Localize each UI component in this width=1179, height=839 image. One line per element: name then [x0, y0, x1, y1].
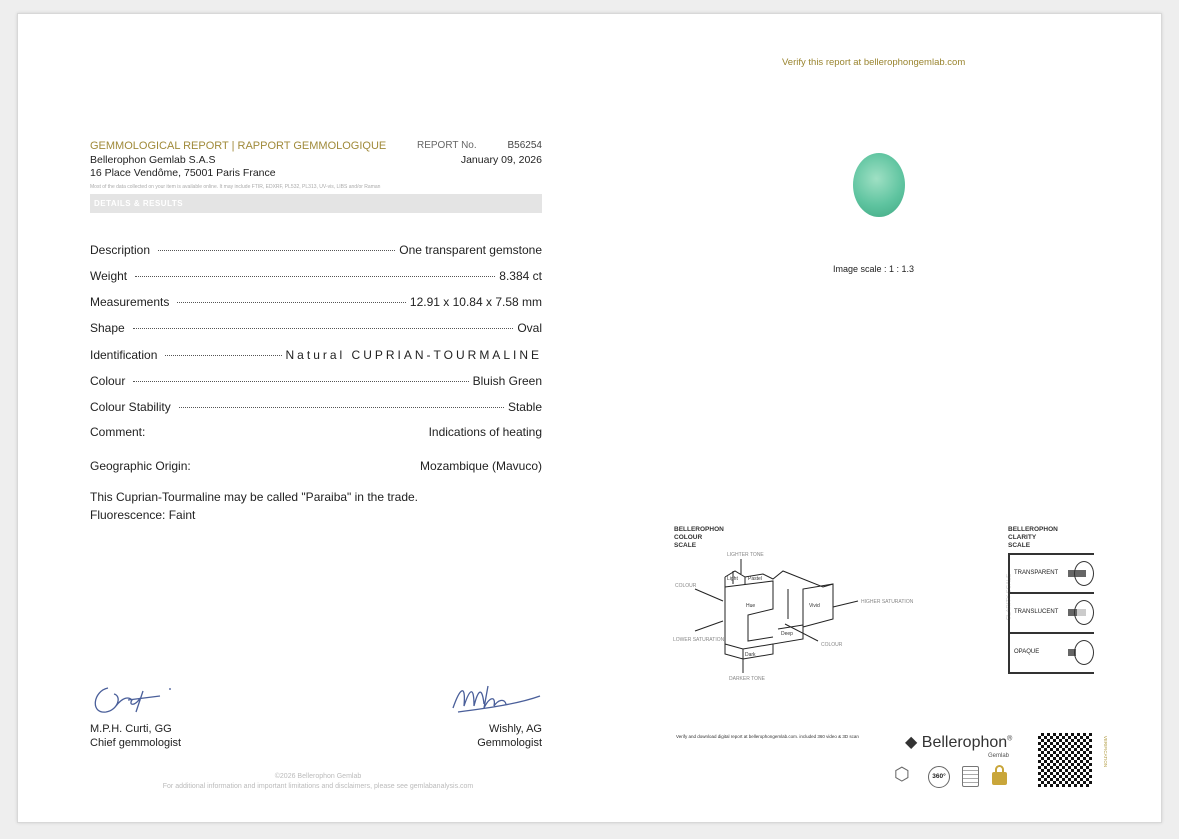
remark-trade: This Cuprian-Tourmaline may be called "P… [90, 490, 419, 504]
brand-sub: Gemlab [988, 753, 1010, 759]
detail-label: Measurements [90, 295, 170, 309]
detail-value: 12.91 x 10.84 x 7.58 mm [409, 295, 542, 309]
origin-row: Geographic Origin: Mozambique (Mavuco) [90, 459, 542, 473]
detail-label: Colour [90, 374, 126, 388]
clarity-scale-title: BELLEROPHON CLARITY SCALE [1008, 526, 1058, 549]
diamond-icon: ◆ [905, 734, 918, 751]
detail-value: Stable [507, 400, 542, 414]
label-colour: COLOUR [675, 583, 697, 589]
label-darker-tone: DARKER TONE [729, 676, 766, 682]
label-hue: Hue [746, 603, 755, 609]
leader-dots [135, 276, 496, 277]
gemstone-image [853, 153, 905, 217]
report-date: January 09, 2026 [460, 154, 542, 166]
colour-scale-title: BELLEROPHON COLOUR SCALE [674, 526, 724, 549]
detail-value: Oval [517, 321, 542, 335]
signature-curti [94, 687, 171, 713]
leader-dots [178, 407, 504, 408]
clarity-opaque: OPAQUE [1010, 634, 1094, 672]
detail-row-description: Description One transparent gemstone [90, 243, 542, 257]
certificate-icon[interactable] [962, 766, 979, 787]
verification-label: VERIFICATION [1103, 735, 1109, 768]
detail-row-identification: Identification Natural CUPRIAN-TOURMALINE [90, 348, 542, 362]
report-page: GEMMOLOGICAL REPORT | RAPPORT GEMMOLOGIQ… [17, 13, 1162, 823]
detail-label: Colour Stability [90, 400, 171, 414]
leader-dots [133, 381, 469, 382]
image-scale: Image scale : 1 : 1.3 [833, 264, 915, 274]
leader-dots [165, 355, 282, 356]
clarity-transparent: TRANSPARENT [1010, 555, 1094, 594]
label-lighter-tone: LIGHTER TONE [727, 552, 764, 558]
detail-value: 8.384 ct [499, 269, 542, 283]
signer-1-role: Chief gemmologist [90, 737, 182, 749]
remark-fluorescence: Fluorescence: Faint [90, 508, 196, 522]
signer-2-name: Wishly, AG [489, 723, 542, 735]
leader-dots [132, 328, 514, 329]
report-no: B56254 [507, 140, 542, 151]
section-bar: DETAILS & RESULTS [90, 194, 542, 213]
360-video-icon[interactable]: 360° [928, 766, 950, 788]
label-higher-saturation: HIGHER SATURATION [861, 599, 914, 605]
detail-row-measurements: Measurements 12.91 x 10.84 x 7.58 mm [90, 295, 542, 309]
detail-row-colour: Colour Bluish Green [90, 374, 542, 388]
detail-label: Identification [90, 348, 158, 362]
label-light: Light [727, 576, 738, 582]
label-dark: Dark [745, 652, 756, 658]
label-lower-saturation: LOWER SATURATION [673, 637, 725, 643]
company: Bellerophon Gemlab S.A.S [90, 154, 216, 166]
leader-dots [158, 250, 396, 251]
verify-link[interactable]: Verify this report at bellerophongemlab.… [782, 57, 966, 68]
brand-logo: ◆ Bellerophon® [905, 734, 1013, 751]
signer-2-role: Gemmologist [477, 737, 542, 749]
digital-note: Verify and download digital report at be… [676, 734, 859, 739]
label-colour-2: COLOUR [821, 642, 843, 648]
colour-scale-diagram: LIGHTER TONE Light Pastel COLOUR Vivid H… [673, 552, 914, 682]
3d-scan-icon[interactable]: ⬡ [894, 764, 910, 784]
qr-code[interactable] [1038, 733, 1092, 787]
detail-row-weight: Weight 8.384 ct [90, 269, 542, 283]
report-no-label: REPORT No. [417, 140, 477, 151]
lock-icon[interactable] [992, 765, 1007, 785]
clarity-translucent: TRANSLUCENT [1010, 594, 1094, 634]
clarity-scale: TRANSPARENT TRANSLUCENT OPAQUE [1008, 553, 1094, 674]
label-pastel: Pastel [748, 576, 762, 582]
detail-row-shape: Shape Oval [90, 321, 542, 335]
detail-value: Bluish Green [472, 374, 542, 388]
label-deep: Deep [781, 631, 793, 637]
leader-dots [177, 302, 406, 303]
signer-1-name: M.P.H. Curti, GG [90, 723, 172, 735]
signature-wishly [452, 685, 541, 713]
comment-row: Comment: Indications of heating [90, 425, 542, 439]
detail-label: Description [90, 243, 151, 257]
label-vivid: Vivid [809, 603, 820, 609]
address: 16 Place Vendôme, 75001 Paris France [90, 167, 276, 179]
detail-label: Weight [90, 269, 128, 283]
detail-value: One transparent gemstone [399, 243, 542, 257]
detail-value: Natural CUPRIAN-TOURMALINE [285, 348, 542, 362]
detail-label: Shape [90, 321, 125, 335]
report-title: GEMMOLOGICAL REPORT | RAPPORT GEMMOLOGIQ… [90, 140, 387, 152]
data-note: Most of the data collected on your item … [90, 184, 381, 190]
copyright: ©2026 Bellerophon Gemlab [274, 773, 362, 780]
detail-row-colour-stability: Colour Stability Stable [90, 400, 542, 414]
disclaimer: For additional information and important… [162, 783, 474, 790]
